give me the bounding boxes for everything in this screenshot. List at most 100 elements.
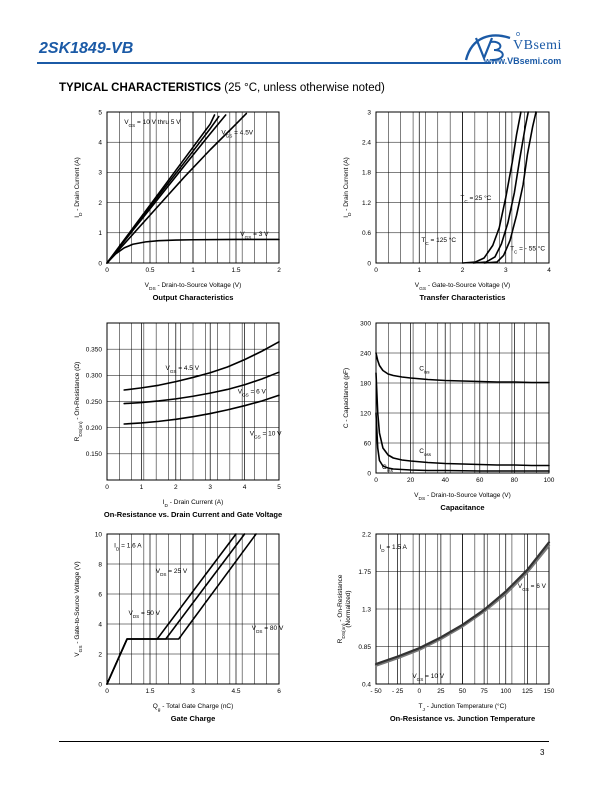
x-tick-label: 100 [544,477,555,484]
series-line [123,341,280,391]
vbsemi-logo-icon [464,32,520,61]
chart-cap: 0 20 40 60 80 100 0 60 120 180 240 300 VDS - Drain-t… [343,320,555,512]
x-tick-label: 1.5 [231,267,240,274]
x-tick-label: 60 [476,477,484,484]
y-tick-label: 1.3 [362,606,371,613]
annotation-label: TC = 125 °C [421,236,456,246]
x-tick-label: 4 [243,484,247,491]
plot-frame [106,111,280,264]
y-tick-label: 180 [360,380,371,387]
annotation-label: VDS = 50 V [129,610,161,619]
brand-url[interactable]: www.VBsemi.com [484,56,562,66]
y-tick-label: 2.4 [362,140,371,147]
annotation-label: VGS = 10 V thru 5 V [124,119,181,128]
x-tick-label: 6 [277,688,281,695]
y-tick-label: 3 [98,170,102,177]
x-tick-label: 2 [277,267,281,274]
plot-frame [375,533,550,685]
annotation-label: VGS = 6 V [518,583,547,592]
x-tick-label: 40 [442,477,450,484]
annotation-label: VGS = 6 V [238,389,267,398]
chart-title: On-Resistance vs. Junction Temperature [390,714,535,723]
section-title-bold: TYPICAL CHARACTERISTICS [59,82,222,94]
x-axis-label: VDS - Drain-to-Source Voltage (V) [414,492,511,502]
annotation-label: VGS = 3 V [240,231,269,240]
x-tick-label: 0 [374,267,378,274]
x-tick-label: 125 [522,688,533,695]
y-tick-label: 0.300 [86,373,103,380]
series-line [106,238,280,264]
x-tick-label: 80 [511,477,519,484]
x-tick-label: 50 [459,688,467,695]
x-tick-label: 25 [437,688,445,695]
x-tick-label: 3 [504,267,508,274]
y-tick-label: 300 [360,320,371,327]
y-tick-label: 0 [367,470,371,477]
y-tick-label: 120 [360,410,371,417]
series-line [375,372,550,467]
x-tick-label: 1.5 [145,688,154,695]
y-axis-label: ID - Drain Current (A) [74,157,84,218]
x-tick-label: 150 [544,688,555,695]
brand-name: VBsemi [513,38,562,53]
x-tick-label: - 50 [370,688,382,695]
y-tick-label: 0 [98,681,102,688]
x-tick-label: 1 [191,267,195,274]
y-tick-label: 2.2 [362,531,371,538]
y-tick-label: 0.4 [362,681,371,688]
y-axis-label: RDS(on) - On-Resistance (Ω) [74,362,84,442]
series-line [106,112,248,264]
y-tick-label: 0 [367,260,371,267]
x-tick-label: 75 [481,688,489,695]
x-axis-label: ID - Drain Current (A) [163,499,224,509]
annotation-label: Coss [419,448,432,457]
y-tick-label: 4 [98,140,102,147]
chart-transfer: 0 1 2 3 4 0 0.6 1.2 1.8 2.4 3 VGS - Gate-to-Source … [343,109,551,302]
series-line [483,111,537,264]
page-number: 3 [540,748,545,757]
annotation-label: VDS = 25 V [156,568,188,577]
x-tick-label: 3 [208,484,212,491]
y-axis-label-2: (Normalized) [345,590,352,627]
series-line [123,371,280,405]
y-tick-label: 2 [98,651,102,658]
series-line [375,352,550,384]
series-line [374,544,551,667]
chart-title: Capacitance [440,503,484,512]
x-tick-label: 0.5 [145,267,154,274]
y-tick-label: 240 [360,350,371,357]
y-tick-label: 1.2 [362,200,371,207]
series-line [461,111,522,264]
y-tick-label: 0.6 [362,230,371,237]
footer-rule [59,741,549,742]
chart-gate: 0 1.5 3 4.5 6 0 2 4 6 8 10 Qg - Total Gate Charge (… [74,531,284,723]
x-axis-label: VDS - Drain-to-Source Voltage (V) [145,282,242,292]
plot-frame [106,322,280,481]
section-title-conditions: (25 °C, unless otherwise noted) [224,82,385,94]
y-tick-label: 0.150 [86,451,103,458]
y-tick-label: 0 [98,260,102,267]
y-axis-label: VGS - Gate-to-Source Voltage (V) [74,561,84,656]
x-axis-label: TJ - Junction Temperature (°C) [419,702,507,713]
y-tick-label: 60 [364,440,372,447]
series-line [123,394,280,425]
x-axis-label: Qg - Total Gate Charge (nC) [153,703,234,713]
y-tick-label: 3 [367,109,371,116]
x-tick-label: 1 [417,267,421,274]
y-tick-label: 0.250 [86,399,103,406]
chart-title: Transfer Characteristics [420,293,506,302]
x-tick-label: 4 [547,267,551,274]
x-tick-label: 5 [277,484,281,491]
annotation-label: VDS = 80 V [252,625,284,634]
y-tick-label: 4 [98,621,102,628]
annotation-label: ID = 1.6 A [114,543,142,552]
x-axis-label: VGS - Gate-to-Source Voltage (V) [415,282,510,292]
y-tick-label: 0.85 [358,644,371,651]
chart-title: Output Characteristics [153,293,234,302]
chart-title: Gate Charge [171,714,216,723]
chart-onrestemp: - 50 - 25 0 25 50 75 100 125 150 0.4 0.85 1.3 1.75 2.… [337,531,555,723]
x-tick-label: 2 [461,267,465,274]
annotation-label: VGS = 4.5 V [165,365,199,374]
y-tick-label: 1.75 [358,569,371,576]
annotation-label: TC = 25 °C [460,194,491,204]
